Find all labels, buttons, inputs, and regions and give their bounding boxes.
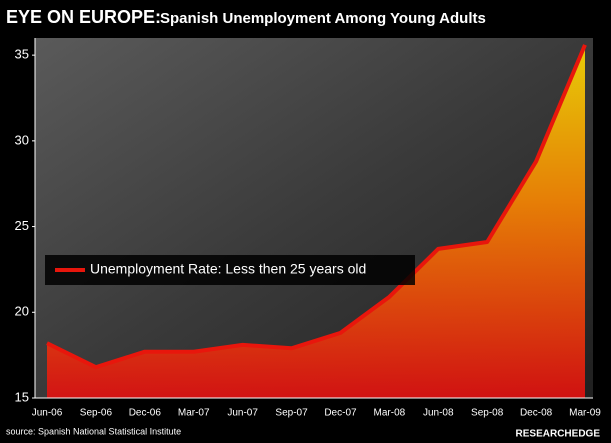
x-tick-label: Dec-06 (129, 408, 162, 419)
line (46, 44, 587, 370)
x-tick-label: Jun-06 (32, 408, 63, 419)
chart-title: Spanish Unemployment Among Young Adults (160, 10, 486, 27)
x-tick-label: Jun-07 (227, 408, 258, 419)
x-tick-label: Dec-07 (324, 408, 357, 419)
title-lead: EYE ON EUROPE: (6, 7, 161, 27)
x-tick-label: Jun-08 (423, 408, 454, 419)
y-tick-label: 15 (15, 389, 29, 404)
legend-label: Unemployment Rate: Less then 25 years ol… (90, 261, 366, 277)
y-tick-label: 35 (15, 47, 29, 62)
y-tick-label: 30 (15, 132, 29, 147)
x-tick-label: Sep-08 (471, 408, 504, 419)
x-tick-label: Sep-06 (80, 408, 113, 419)
logo: RESEARCHEDGE (516, 429, 601, 440)
area (47, 44, 585, 398)
source: source: Spanish National Statistical Ins… (6, 426, 181, 436)
x-tick-label: Mar-07 (178, 408, 210, 419)
y-tick-label: 25 (15, 218, 29, 233)
y-tick-label: 20 (15, 304, 29, 319)
x-tick-label: Dec-08 (520, 408, 553, 419)
x-tick-label: Sep-07 (275, 408, 308, 419)
legend-box (45, 255, 415, 285)
x-tick-label: Mar-09 (569, 408, 601, 419)
x-tick-label: Mar-08 (374, 408, 406, 419)
